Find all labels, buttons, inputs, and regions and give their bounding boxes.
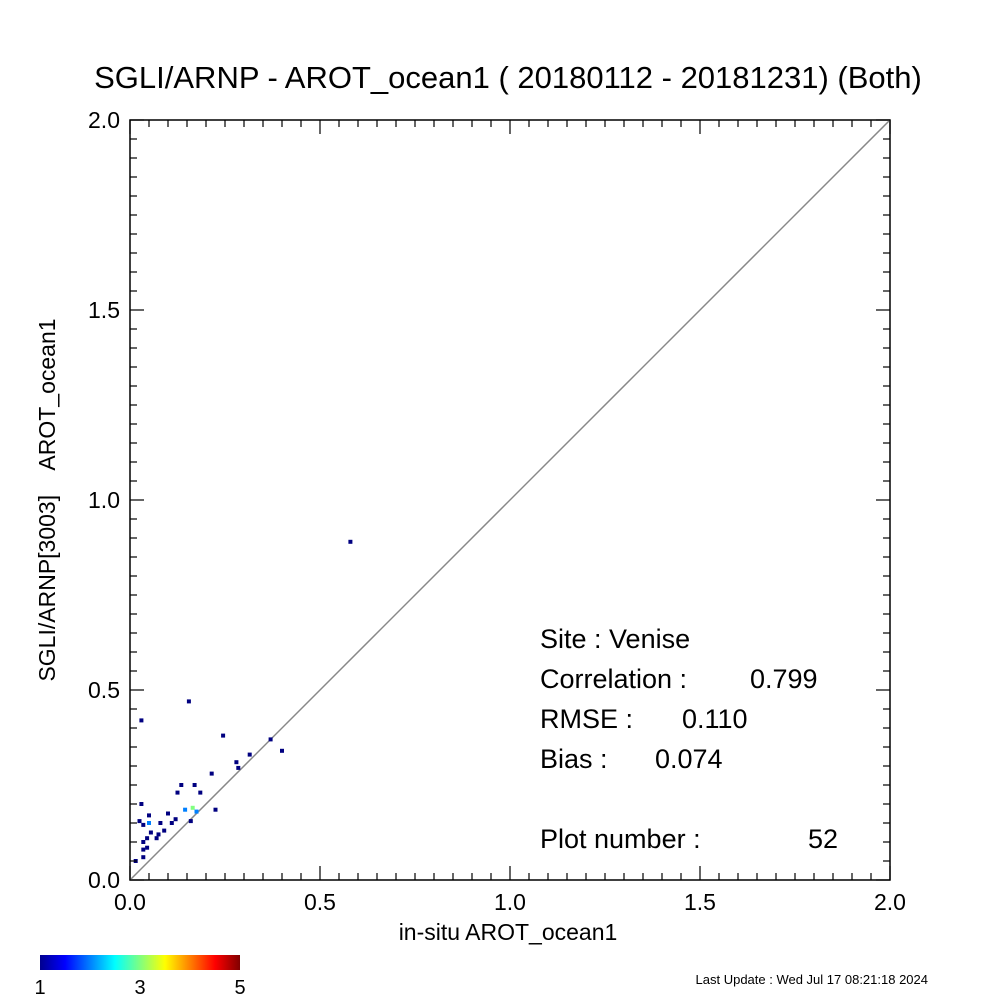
y-tick-label: 2.0 <box>88 107 120 133</box>
rmse-label: RMSE : <box>540 704 633 734</box>
data-point <box>158 821 163 825</box>
stats-box: Site : Venise Correlation : 0.799 RMSE :… <box>540 624 838 854</box>
data-point <box>268 737 273 742</box>
bias-label: Bias : <box>540 744 608 774</box>
data-point <box>141 822 146 827</box>
data-point <box>154 836 159 841</box>
x-tick-label: 1.5 <box>684 889 716 915</box>
colorbar-label-max: 5 <box>234 977 245 999</box>
data-point <box>221 733 226 738</box>
data-point <box>169 821 174 825</box>
data-point <box>348 539 353 544</box>
data-point <box>192 783 197 787</box>
data-point <box>137 819 142 824</box>
data-point <box>139 802 144 806</box>
chart-title: SGLI/ARNP - AROT_ocean1 ( 20180112 - 201… <box>94 60 922 95</box>
data-point <box>139 718 144 723</box>
data-point <box>156 832 161 837</box>
data-point <box>209 771 214 776</box>
correlation-value: 0.799 <box>750 664 818 694</box>
data-point <box>188 819 193 824</box>
data-point <box>148 830 153 835</box>
data-point <box>194 809 199 814</box>
data-point <box>162 828 167 833</box>
rmse-value: 0.110 <box>682 704 748 734</box>
data-point <box>213 807 218 812</box>
y-tick-label: 0.5 <box>88 677 120 703</box>
plot-area <box>129 119 891 881</box>
x-axis-label: in-situ AROT_ocean1 <box>399 919 618 945</box>
data-points <box>133 539 353 863</box>
correlation-label: Correlation : <box>540 664 687 694</box>
site-label: Site : Venise <box>540 624 690 654</box>
data-point <box>234 760 239 765</box>
data-point <box>179 783 184 787</box>
tick-labels: 0.0 0.5 1.0 1.5 2.0 0.0 0.5 1.0 1.5 2.0 <box>88 107 906 915</box>
data-point <box>141 840 146 844</box>
bias-value: 0.074 <box>655 744 723 774</box>
x-tick-label: 2.0 <box>874 889 906 915</box>
data-point <box>186 699 191 704</box>
one-to-one-line <box>129 119 891 881</box>
data-point <box>145 845 150 850</box>
data-point <box>147 821 151 825</box>
data-point <box>145 836 150 841</box>
x-tick-label: 1.0 <box>494 889 526 915</box>
data-point <box>198 790 203 795</box>
data-point <box>141 855 146 860</box>
data-point <box>141 847 146 852</box>
data-point <box>147 813 151 818</box>
data-point <box>280 748 284 753</box>
data-point <box>236 765 241 770</box>
colorbar-label-mid: 3 <box>134 977 145 999</box>
colorbar-label-min: 1 <box>34 977 45 999</box>
data-point <box>173 817 178 822</box>
data-point <box>175 790 180 795</box>
plot-number-value: 52 <box>808 824 838 854</box>
axis-ticks <box>129 119 891 881</box>
colorbar <box>40 955 240 970</box>
y-axis-label: SGLI/ARNP[3003] AROT_ocean1 <box>34 318 60 681</box>
data-point <box>247 752 252 757</box>
data-point <box>183 807 188 812</box>
y-tick-label: 1.0 <box>88 487 120 513</box>
last-update-text: Last Update : Wed Jul 17 08:21:18 2024 <box>696 972 928 987</box>
x-tick-label: 0.5 <box>304 889 336 915</box>
data-point <box>166 811 170 816</box>
y-tick-label: 0.0 <box>88 867 120 893</box>
plot-number-label: Plot number : <box>540 824 701 854</box>
y-tick-label: 1.5 <box>88 297 120 323</box>
data-point <box>190 805 195 810</box>
x-tick-label: 0.0 <box>114 889 146 915</box>
